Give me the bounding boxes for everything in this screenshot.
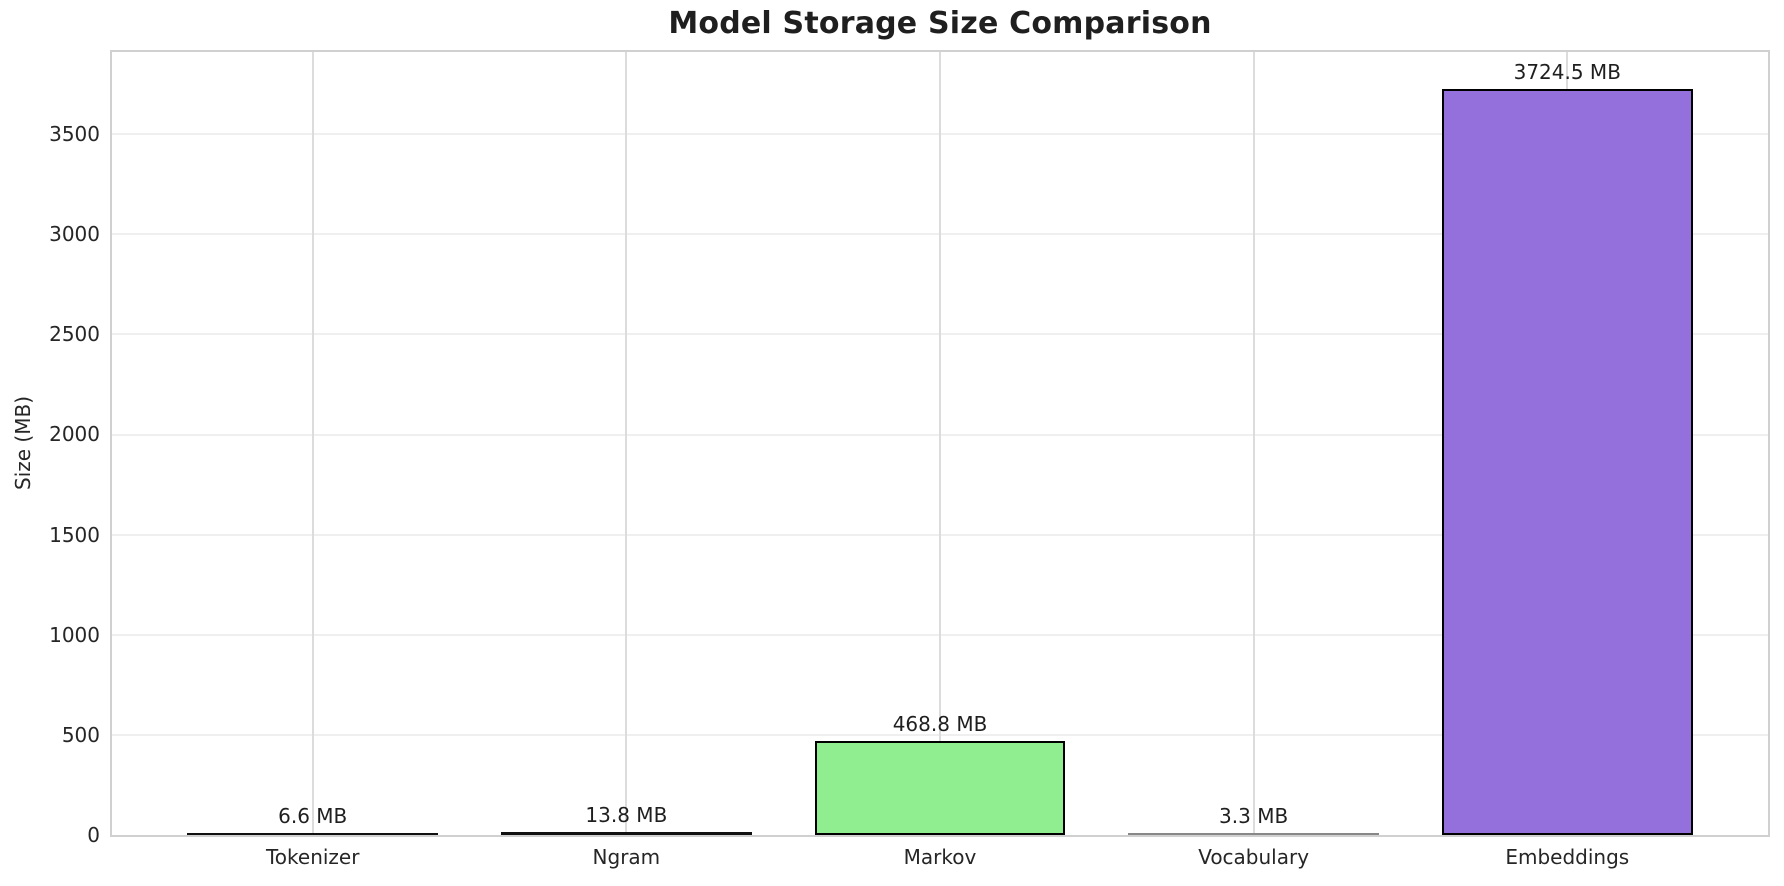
x-tick-label: Vocabulary (1198, 845, 1310, 869)
v-gridline (311, 52, 314, 835)
y-tick-label: 1000 (49, 622, 100, 647)
y-tick-label: 2000 (49, 422, 100, 447)
plot-area: 6.6 MB 13.8 MB 468.8 MB 3.3 MB 3724.5 MB (110, 50, 1770, 837)
x-tick-label: Ngram (592, 845, 661, 869)
bar-value-label: 13.8 MB (585, 803, 668, 828)
y-tick-label: 0 (87, 823, 100, 847)
bar-vocabulary (1128, 833, 1380, 835)
bar-ngram (500, 832, 752, 835)
x-tick-label: Embeddings (1505, 845, 1630, 869)
y-tick-label: 500 (61, 722, 100, 747)
x-tick-label: Markov (903, 845, 977, 869)
bar-value-label: 3724.5 MB (1513, 60, 1621, 85)
y-tick-label: 2500 (49, 322, 100, 347)
bar-value-label: 468.8 MB (892, 712, 988, 737)
bar-markov (814, 741, 1066, 835)
x-tick-label: Tokenizer (265, 845, 360, 869)
chart-title: Model Storage Size Comparison (668, 6, 1212, 41)
bar-value-label: 6.6 MB (278, 804, 348, 828)
y-tick-label: 1500 (49, 522, 100, 547)
bar-value-label: 3.3 MB (1219, 804, 1289, 828)
v-gridline (1252, 52, 1255, 835)
v-gridline (625, 52, 628, 835)
v-gridline (939, 52, 941, 835)
y-tick-label: 3000 (49, 222, 100, 247)
bar-tokenizer (187, 833, 439, 835)
y-tick-label: 3500 (49, 122, 100, 147)
bar-embeddings (1441, 89, 1693, 835)
